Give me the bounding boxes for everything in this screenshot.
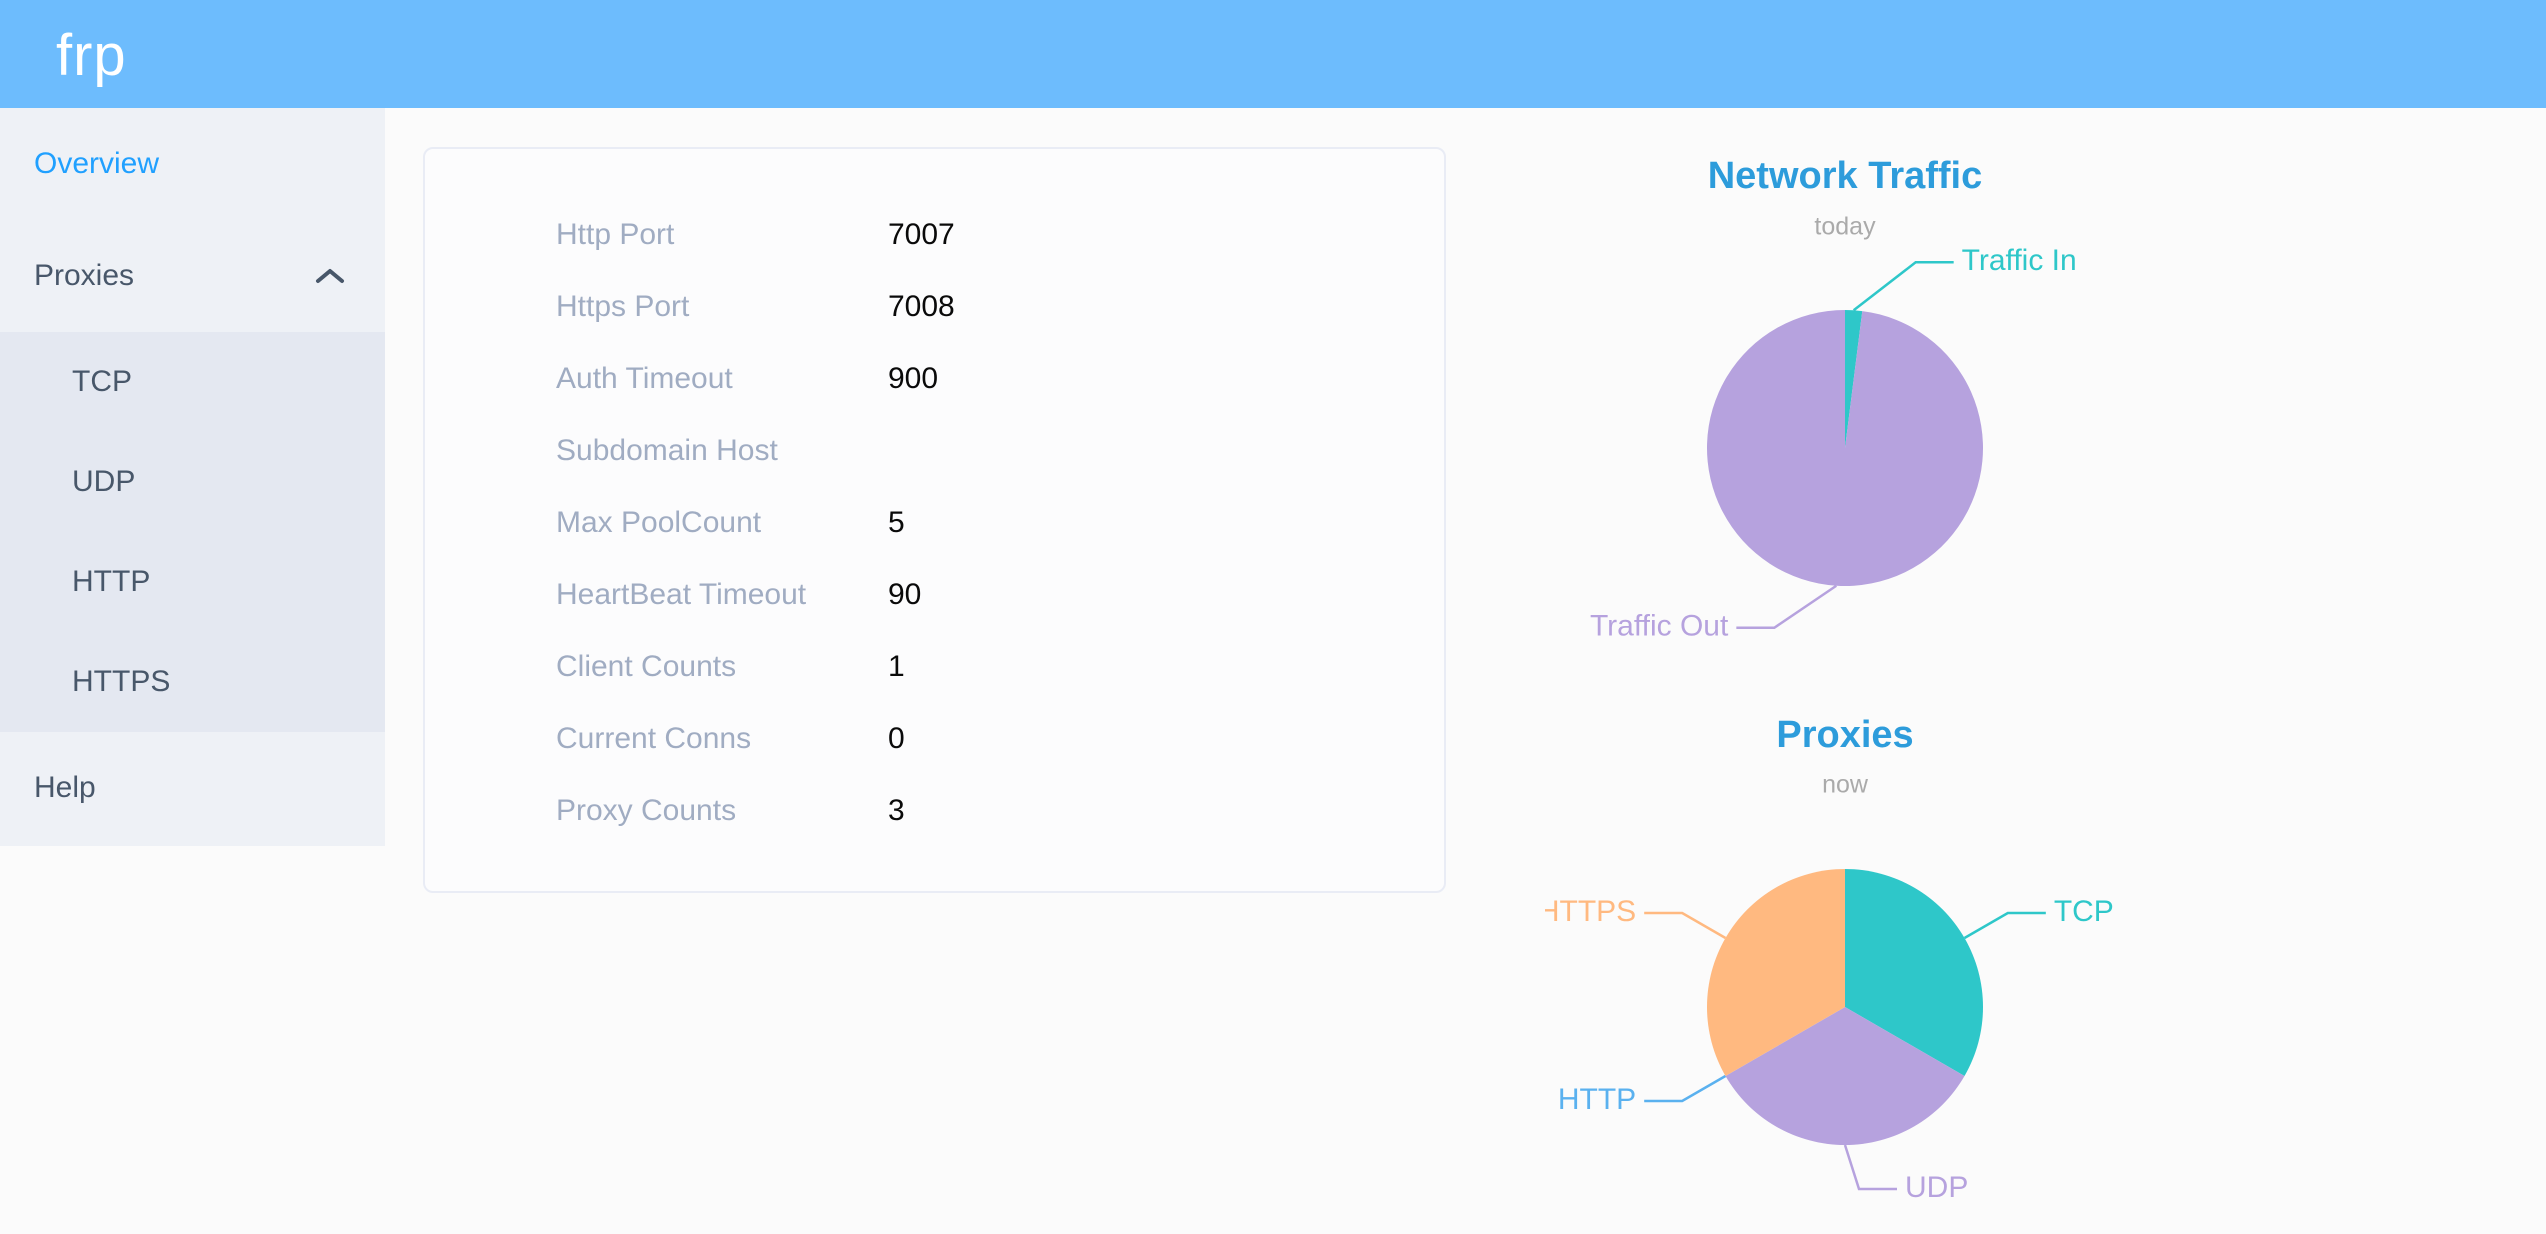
sidebar-item-overview[interactable]: Overview	[0, 108, 385, 220]
server-info-label: Http Port	[556, 218, 675, 251]
pie-label-line-traffic-out	[1736, 584, 1838, 629]
sidebar-submenu-proxies: TCP UDP HTTP HTTPS	[0, 332, 385, 732]
sidebar-item-label: Proxies	[34, 259, 135, 292]
pie-slice-traffic-in[interactable]	[1845, 310, 1863, 448]
pie-label-line-tcp	[1963, 911, 2046, 940]
server-info-row: Subdomain Host	[425, 415, 1444, 487]
server-info-value: 7007	[888, 218, 955, 251]
server-info-row: Current Conns 0	[425, 703, 1444, 775]
pie-slice-udp[interactable]	[1725, 1007, 1965, 1145]
sidebar-item-label: UDP	[72, 465, 136, 498]
network-traffic-chart: Network Traffic today Traffic In Traffic Ou…	[1590, 155, 2077, 643]
server-info-value: 5	[888, 506, 905, 539]
server-info-row: Http Port 7007	[425, 199, 1444, 271]
pie-slice-traffic-out[interactable]	[1707, 309, 1984, 586]
sidebar-item-https[interactable]: HTTPS	[0, 632, 385, 732]
sidebar-item-http[interactable]: HTTP	[0, 532, 385, 632]
pie-label-udp: UDP	[1905, 1171, 1968, 1204]
server-info-label: Max PoolCount	[556, 506, 762, 539]
server-info-label: Proxy Counts	[556, 794, 737, 827]
server-info-value: 7008	[888, 290, 955, 323]
sidebar-item-tcp[interactable]: TCP	[0, 332, 385, 432]
server-info-row: Https Port 7008	[425, 271, 1444, 343]
pie-label-line-https	[1644, 911, 1727, 940]
frp-logo[interactable]: frp	[56, 23, 127, 88]
server-info-label: Current Conns	[556, 722, 752, 755]
server-info-value: 0	[888, 722, 905, 755]
proxies-chart-subtitle: now	[1822, 771, 1869, 799]
network-traffic-chart-title: Network Traffic	[1708, 155, 1983, 197]
proxies-chart: Proxies now TCP UDP HTTP HTTPS	[1545, 714, 2114, 1204]
chevron-up-icon	[316, 269, 344, 283]
server-info-value: 3	[888, 794, 905, 827]
server-info-row: Proxy Counts 3	[425, 775, 1444, 847]
server-info-card: Http Port 7007 Https Port 7008 Auth Timeout 9…	[423, 147, 1446, 893]
sidebar-item-proxies[interactable]: Proxies	[0, 220, 385, 332]
top-header-bar: frp	[0, 0, 2546, 108]
sidebar-item-label: HTTP	[72, 565, 151, 598]
proxies-chart-title: Proxies	[1776, 714, 1913, 756]
server-info-label: HeartBeat Timeout	[556, 578, 807, 611]
sidebar-item-label: TCP	[72, 365, 132, 398]
pie-label-tcp: TCP	[2054, 895, 2114, 928]
pie-label-traffic-in: Traffic In	[1962, 244, 2077, 277]
pie-label-line-http	[1644, 1074, 1727, 1103]
pie-label-https: HTTPS	[1545, 895, 1636, 928]
network-traffic-chart-subtitle: today	[1814, 213, 1876, 241]
sidebar-item-label: Overview	[34, 147, 160, 180]
pie-label-line-traffic-in	[1852, 261, 1954, 312]
server-info-value: 90	[888, 578, 922, 611]
sidebar-item-udp[interactable]: UDP	[0, 432, 385, 532]
server-info-row: Auth Timeout 900	[425, 343, 1444, 415]
sidebar-item-help[interactable]: Help	[0, 732, 385, 844]
server-info-value: 1	[888, 650, 905, 683]
server-info-label: Subdomain Host	[556, 434, 778, 467]
sidebar-item-label: Help	[34, 771, 96, 804]
pie-label-http: HTTP	[1558, 1083, 1636, 1116]
server-info-value: 900	[888, 362, 939, 395]
pie-slice-https[interactable]	[1707, 869, 1845, 1076]
server-info-row: Client Counts 1	[425, 631, 1444, 703]
server-info-label: Auth Timeout	[556, 362, 733, 395]
server-info-row: Max PoolCount 5	[425, 487, 1444, 559]
sidebar: Overview Proxies TCP UDP HTTP HTTPS Help	[0, 108, 385, 846]
pie-label-traffic-out: Traffic Out	[1590, 610, 1729, 643]
server-info-label: Client Counts	[556, 650, 737, 683]
server-info-label: Https Port	[556, 290, 690, 323]
server-info-row: HeartBeat Timeout 90	[425, 559, 1444, 631]
pie-slice-tcp[interactable]	[1845, 869, 1983, 1076]
pie-label-line-udp	[1843, 1144, 1897, 1191]
sidebar-item-label: HTTPS	[72, 665, 171, 698]
